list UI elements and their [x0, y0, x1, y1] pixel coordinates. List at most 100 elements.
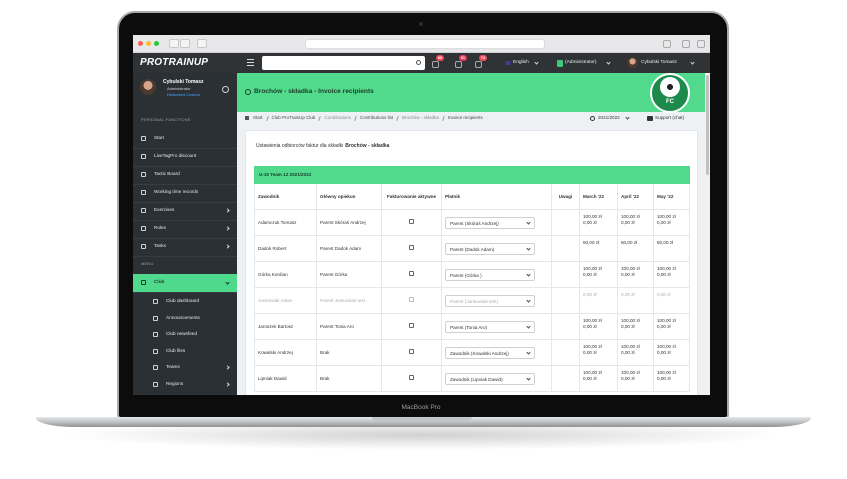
nav-button[interactable]: [180, 39, 190, 48]
page-banner: [237, 73, 705, 112]
toolbar-icon[interactable]: [697, 40, 705, 48]
breadcrumb[interactable]: Contributions list: [359, 115, 394, 120]
window-button[interactable]: [154, 41, 159, 46]
menu-label: Roles: [154, 225, 166, 230]
breadcrumb[interactable]: Start: [253, 115, 263, 120]
menu-label: Tactic Board: [154, 171, 180, 176]
payer: Parent (Jankowiak test): [450, 298, 498, 304]
header-icon[interactable]: [455, 61, 462, 68]
separator: [133, 256, 237, 257]
window-button[interactable]: [146, 41, 151, 46]
notes: [551, 209, 580, 236]
checkbox[interactable]: [409, 375, 414, 380]
breadcrumb[interactable]: Invoice recipients: [447, 115, 483, 120]
checkbox[interactable]: [409, 271, 414, 276]
back-icon[interactable]: [245, 89, 251, 95]
chevron: [526, 349, 531, 355]
user-name[interactable]: Cybulski Tomasz: [641, 60, 677, 65]
amount: 100,00 zł: [583, 318, 602, 323]
language[interactable]: English: [513, 60, 529, 65]
amount: 0,00 zł: [621, 350, 635, 355]
checkbox[interactable]: [409, 219, 414, 224]
camera: [419, 22, 423, 26]
menu-icon: [141, 244, 146, 249]
guardian: Parent Skóraś Andrzej: [316, 209, 382, 236]
submenu-item[interactable]: [133, 359, 237, 376]
amount: 0,00 zł: [583, 292, 597, 297]
menu-item[interactable]: [133, 202, 237, 220]
season[interactable]: 2021/2022: [598, 115, 620, 120]
checkbox[interactable]: [409, 323, 414, 328]
checkbox[interactable]: [409, 349, 414, 354]
role[interactable]: (Administrator): [565, 60, 597, 65]
payer-select[interactable]: Zawodnik (Kowalski Andrzej): [445, 346, 535, 359]
breadcrumb[interactable]: Club ProTrainUp Club: [271, 115, 316, 120]
payer-select[interactable]: Zawodnik (Lipniak Dawid): [445, 372, 535, 385]
invoicing-cell: [381, 339, 442, 366]
menu-item[interactable]: [133, 238, 237, 256]
chevron: [526, 219, 531, 225]
toolbar-icon[interactable]: [682, 40, 690, 48]
payer-select[interactable]: Parent (Dadok Adam): [445, 242, 535, 255]
menu-icon-bar: [247, 65, 254, 66]
header-row: Zawodnik Główny opiekun Fakturowanie aktyw…: [254, 183, 691, 210]
amount: 100,00 zł: [657, 344, 676, 349]
separator: [133, 166, 237, 167]
menu-label: Club dashboard: [166, 298, 200, 303]
menu-item[interactable]: [133, 220, 237, 238]
submenu-item[interactable]: [133, 376, 237, 393]
amount: 100,00 zł: [583, 370, 602, 375]
player: Adamczuk Tomasz: [254, 209, 317, 236]
notes: [551, 287, 580, 314]
checkbox[interactable]: [409, 297, 414, 302]
amount: 0,00 zł: [657, 376, 671, 381]
payer-select[interactable]: Parent (Górka ): [445, 268, 535, 281]
header-icon[interactable]: [475, 61, 482, 68]
address-bar[interactable]: [305, 39, 545, 49]
window-button[interactable]: [138, 41, 143, 46]
header-icon[interactable]: [432, 61, 439, 68]
menu-label: LiveTagPro discount: [154, 153, 197, 158]
player: Dadok Robert: [254, 235, 317, 262]
amount: 100,00 zł: [583, 214, 602, 219]
nav-button[interactable]: [169, 39, 179, 48]
logout-icon[interactable]: [222, 86, 229, 93]
breadcrumb[interactable]: Brochów - składka: [402, 115, 439, 120]
card-intro: Ustawienia odbiorców faktur dla składki B…: [256, 143, 389, 150]
scrollbar: [705, 73, 710, 395]
month-cell: 100,00 zł 0,00 zł: [579, 261, 618, 288]
checkbox[interactable]: [409, 245, 414, 250]
chevron: [625, 115, 630, 120]
menu-label: Teams: [166, 364, 180, 370]
amount: 100,00 zł: [657, 214, 676, 219]
toolbar-icon[interactable]: [663, 40, 671, 48]
chevron: [526, 323, 531, 329]
month-cell: 50,00 zł: [579, 235, 618, 262]
search-input[interactable]: [262, 56, 425, 70]
notes: [551, 365, 580, 392]
amount: 0,00 zł: [657, 324, 671, 329]
payer-select[interactable]: Parent (Tonia Aro): [445, 320, 535, 333]
breadcrumb-separator: [354, 115, 357, 121]
player-row: Górka Kordian Parent Górka Parent (Górka )…: [254, 261, 691, 288]
menu-item[interactable]: [133, 166, 237, 184]
section-title: MENU: [141, 261, 154, 266]
breadcrumb[interactable]: Contributions: [324, 115, 351, 120]
month-cell: 100,00 zł 0,00 zł: [652, 261, 691, 288]
payer-select[interactable]: Parent (Jankowiak test): [445, 294, 535, 307]
support[interactable]: Support (chat): [655, 115, 685, 120]
amount: 0,00 zł: [621, 272, 635, 277]
month-cell: 100,00 zł 0,00 zł: [579, 339, 618, 366]
payer-select[interactable]: Parent (Skóraś Andrzej): [445, 216, 535, 229]
player: Górka Kordian: [254, 261, 317, 288]
menu-item[interactable]: [133, 130, 237, 148]
intro-text: Ustawienia odbiorców faktur dla składki: [256, 143, 344, 149]
breadcrumb-separator: [442, 115, 445, 121]
scrollbar-thumb[interactable]: [706, 75, 709, 175]
amount: 100,00 zł: [621, 344, 640, 349]
nav-button[interactable]: [197, 39, 207, 48]
menu-item[interactable]: [133, 274, 237, 292]
menu-icon: [153, 365, 158, 371]
menu-icon: [153, 382, 158, 387]
